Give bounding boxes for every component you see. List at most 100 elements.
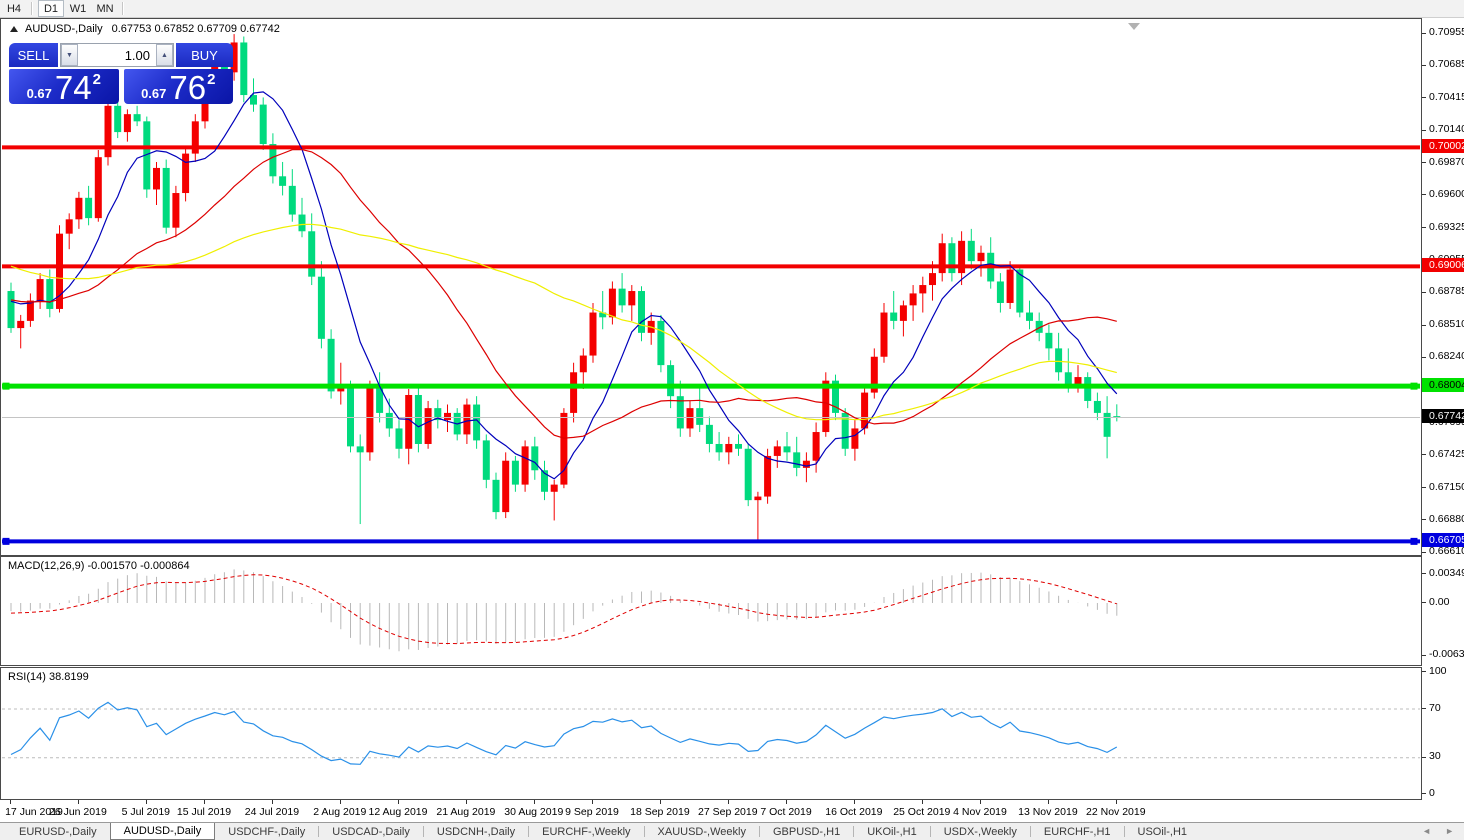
volume-spinner: ▼ 1.00 ▲ xyxy=(60,43,174,67)
tab-usdcnh-daily[interactable]: USDCNH-,Daily xyxy=(436,825,516,838)
timeframe-d1-button[interactable]: D1 xyxy=(38,0,64,17)
timeframe-toolbar: H4 D1 W1 MN xyxy=(0,0,1464,18)
date-tick xyxy=(204,800,205,804)
axis-tick xyxy=(1422,793,1426,795)
date-label: 16 Oct 2019 xyxy=(825,806,883,818)
collapse-triangle-icon[interactable] xyxy=(10,26,18,32)
candle-body xyxy=(1035,320,1043,333)
hline-handle[interactable] xyxy=(1410,537,1418,545)
date-tick xyxy=(786,800,787,804)
tab-scroll-right-icon[interactable]: ► xyxy=(1445,826,1454,836)
candle-body xyxy=(1064,372,1072,385)
hline-handle[interactable] xyxy=(1410,382,1418,390)
tab-scroll-left-icon[interactable]: ◄ xyxy=(1422,826,1432,836)
candle-body xyxy=(686,408,694,429)
timeframe-w1-button[interactable]: W1 xyxy=(69,2,87,15)
buy-price-box[interactable]: 0.67 76 2 xyxy=(123,68,233,106)
candle-body xyxy=(628,291,636,306)
date-tick xyxy=(980,800,981,804)
date-tick xyxy=(1047,800,1049,804)
candle-body xyxy=(705,424,713,444)
date-label: 9 Sep 2019 xyxy=(565,806,619,818)
tab-eurchf-weekly[interactable]: EURCHF-,Weekly xyxy=(542,825,631,838)
tab-eurusd-daily[interactable]: EURUSD-,Daily xyxy=(19,825,97,838)
candle-body xyxy=(26,300,34,321)
tab-gbpusd-h1[interactable]: GBPUSD-,H1 xyxy=(772,825,841,838)
axis-tick xyxy=(1422,64,1426,66)
tab-usdx-weekly[interactable]: USDX-,Weekly xyxy=(943,825,1017,838)
candle-body xyxy=(841,412,849,449)
date-tick xyxy=(10,800,11,804)
macd-label: MACD(12,26,9) -0.001570 -0.000864 xyxy=(8,560,190,572)
axis-tick xyxy=(1422,324,1426,326)
candle-body xyxy=(1113,416,1121,418)
date-axis[interactable]: 17 Jun 2019 26 Jun 2019 5 Jul 2019 15 Jul 2… xyxy=(0,800,1422,822)
candle-body xyxy=(172,193,180,228)
buy-button[interactable]: BUY xyxy=(176,43,233,67)
candle-body xyxy=(75,197,83,220)
one-click-trade-panel: SELL ▼ 1.00 ▲ BUY 0.67 74 2 0.67 76 2 xyxy=(9,43,233,104)
candle-body xyxy=(822,380,830,433)
candle-body xyxy=(511,460,519,485)
toolbar-separator xyxy=(122,2,124,15)
timeframe-mn-button[interactable]: MN xyxy=(96,2,114,15)
candle-body xyxy=(890,312,898,321)
date-label: 26 Jun 2019 xyxy=(48,806,107,818)
date-tick xyxy=(465,800,467,804)
candle-body xyxy=(589,312,597,356)
date-tick xyxy=(921,800,923,804)
candle-body xyxy=(114,105,122,133)
date-tick xyxy=(592,800,593,804)
date-label: 4 Nov 2019 xyxy=(953,806,1007,818)
candle-body xyxy=(1045,332,1053,349)
axis-price-label: 0.70955 xyxy=(1429,26,1464,38)
candle-body xyxy=(182,153,190,194)
candle-body xyxy=(191,121,199,154)
candle-body xyxy=(473,404,481,441)
tab-eurchf-h1[interactable]: EURCHF-,H1 xyxy=(1043,825,1111,838)
candle-body xyxy=(269,144,277,177)
candle-body xyxy=(1103,412,1111,437)
volume-increase-icon[interactable]: ▲ xyxy=(156,44,173,66)
candle-body xyxy=(725,443,733,453)
date-tick xyxy=(533,800,535,804)
current-price-badge: 0.67742 xyxy=(1422,409,1464,424)
chart-shift-marker-icon[interactable] xyxy=(1128,23,1140,30)
hline-price-badge: 0.66705 xyxy=(1422,533,1464,548)
candle-body xyxy=(570,372,578,413)
axis-tick xyxy=(1422,654,1426,656)
candle-body xyxy=(298,214,306,232)
sell-price-box[interactable]: 0.67 74 2 xyxy=(9,69,119,104)
axis-tick xyxy=(1422,32,1426,34)
candle-body xyxy=(7,291,15,329)
candle-body xyxy=(424,408,432,444)
date-label: 24 Jul 2019 xyxy=(244,806,300,818)
tab-usoil-h1[interactable]: USOil-,H1 xyxy=(1137,825,1188,838)
candle-body xyxy=(919,285,927,294)
axis-price-label: -0.00637 xyxy=(1429,648,1464,661)
timeframe-h4-button[interactable]: H4 xyxy=(6,2,22,15)
tab-ukoil-h1[interactable]: UKOil-,H1 xyxy=(867,825,917,838)
rsi-line xyxy=(10,701,1118,765)
date-label: 25 Oct 2019 xyxy=(893,806,951,818)
ma-fast-line xyxy=(10,91,1118,480)
candle-body xyxy=(17,320,25,329)
hline-handle[interactable] xyxy=(2,382,10,390)
hline-handle[interactable] xyxy=(2,537,10,545)
candle-body xyxy=(463,404,471,435)
buy-price-big: 76 xyxy=(169,68,207,106)
tab-usdcad-daily[interactable]: USDCAD-,Daily xyxy=(332,825,410,838)
axis-tick xyxy=(1422,291,1426,293)
tab-divider xyxy=(758,826,760,837)
date-tick xyxy=(398,800,399,804)
tab-usdchf-daily[interactable]: USDCHF-,Daily xyxy=(228,825,306,838)
candle-body xyxy=(870,356,878,393)
tab-audusd-daily[interactable]: AUDUSD-,Daily xyxy=(109,823,216,840)
volume-input[interactable]: 1.00 xyxy=(78,44,156,66)
candle-body xyxy=(434,408,442,421)
tab-xauusd-weekly[interactable]: XAUUSD-,Weekly xyxy=(657,825,746,838)
volume-decrease-icon[interactable]: ▼ xyxy=(61,44,78,66)
price-axis[interactable]: 0.70955 0.70685 0.70415 0.70140 0.69870 0.696… xyxy=(1422,18,1464,800)
axis-price-label: 0.70685 xyxy=(1429,58,1464,71)
sell-button[interactable]: SELL xyxy=(9,43,58,67)
